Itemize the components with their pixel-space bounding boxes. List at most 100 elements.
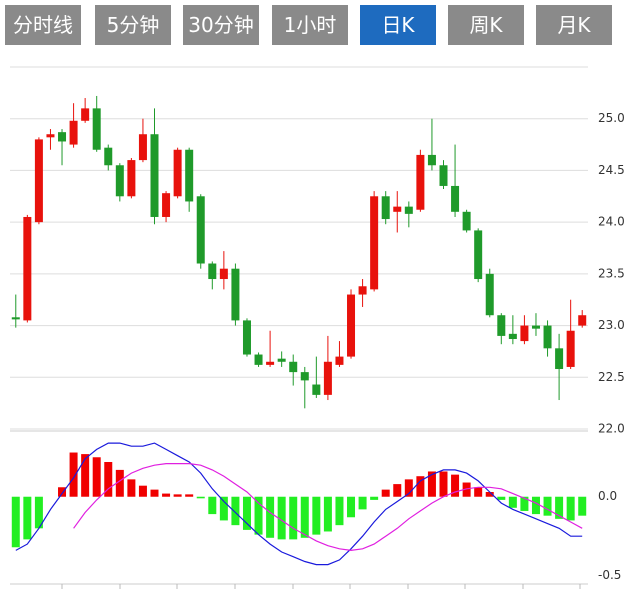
candle-body	[358, 286, 367, 295]
macd-bar	[381, 489, 390, 497]
candle-body	[381, 196, 390, 220]
candle-body	[115, 165, 124, 197]
candle-body	[162, 193, 171, 217]
macd-bar	[254, 496, 263, 535]
macd-bar	[531, 496, 540, 515]
candle-body	[427, 154, 436, 166]
macd-bar	[358, 496, 367, 510]
tab[interactable]: 30分钟	[183, 5, 259, 45]
macd-bar	[427, 471, 436, 497]
macd-bar	[196, 496, 205, 499]
macd-bar	[208, 496, 217, 515]
macd-bar	[266, 496, 275, 538]
candle-body	[555, 348, 564, 370]
candle-body	[566, 330, 575, 367]
tab[interactable]: 日K	[360, 5, 436, 45]
macd-bar	[578, 496, 587, 516]
macd-bar	[566, 496, 575, 521]
tab[interactable]: 月K	[536, 5, 612, 45]
candle-body	[254, 354, 263, 365]
macd-bar	[543, 496, 552, 516]
macd-bar	[347, 496, 356, 518]
macd-bar	[69, 452, 78, 497]
candle-body	[485, 273, 494, 316]
macd-bar	[555, 496, 564, 519]
macd-bar	[289, 496, 298, 540]
tab-bar: 分时线 5分钟 30分钟 1小时 日K 周K 月K	[0, 0, 638, 50]
macd-bar	[11, 496, 20, 548]
candle-body	[300, 372, 309, 381]
candle-body	[520, 325, 529, 342]
y-tick-label: 24.0	[598, 215, 625, 229]
candle-body	[474, 230, 483, 280]
tab[interactable]: 1小时	[272, 5, 348, 45]
macd-bar	[58, 487, 67, 497]
macd-bar	[115, 469, 124, 497]
candle-body	[370, 196, 379, 290]
candle-body	[543, 325, 552, 349]
macd-bar	[393, 484, 402, 497]
tab[interactable]: 周K	[448, 5, 524, 45]
y-tick-label: -0.5	[598, 568, 621, 582]
macd-bar	[485, 492, 494, 497]
candle-body	[312, 384, 321, 395]
y-tick-label: 24.5	[598, 163, 625, 177]
candle-body	[242, 320, 251, 355]
candle-body	[58, 132, 67, 142]
macd-line	[73, 463, 583, 552]
candle-body	[277, 358, 286, 362]
macd-bar	[104, 462, 113, 497]
candle-body	[69, 120, 78, 145]
macd-bar	[439, 471, 448, 497]
candle-body	[11, 317, 20, 320]
candle-body	[104, 147, 113, 166]
y-tick-label: 25.0	[598, 111, 625, 125]
macd-bar	[416, 476, 425, 497]
macd-bar	[300, 496, 309, 538]
y-tick-label: 23.0	[598, 318, 625, 332]
candle-body	[92, 108, 101, 150]
macd-bar	[81, 454, 90, 497]
candle-body	[219, 268, 228, 280]
y-tick-label: 22.0	[598, 422, 625, 436]
candle-body	[208, 263, 217, 280]
macd-bar	[162, 493, 171, 497]
candle-body	[231, 268, 240, 321]
candle-body	[416, 154, 425, 210]
candle-body	[34, 139, 43, 223]
tab[interactable]: 5分钟	[95, 5, 171, 45]
candle-body	[451, 185, 460, 212]
candle-body	[497, 315, 506, 336]
candle-body	[81, 108, 90, 121]
candle-body	[508, 333, 517, 340]
macd-bar	[497, 496, 506, 500]
macd-bar	[462, 482, 471, 497]
candle-body	[531, 325, 540, 329]
candle-body	[393, 206, 402, 212]
candle-body	[127, 160, 136, 197]
candle-body	[578, 315, 587, 326]
macd-bar	[242, 496, 251, 530]
candle-body	[323, 361, 332, 395]
macd-bar	[92, 457, 101, 497]
macd-bar	[335, 496, 344, 526]
candle-body	[138, 134, 147, 161]
macd-bar	[508, 496, 517, 508]
x-ticks	[61, 584, 581, 589]
y-tick-label: 0.0	[598, 489, 617, 503]
macd-bar	[127, 479, 136, 497]
candle-body	[185, 149, 194, 202]
macd-bar	[323, 496, 332, 532]
y-tick-label: 22.5	[598, 370, 625, 384]
macd-bar	[138, 485, 147, 497]
macd-bar	[312, 496, 321, 535]
candle-body	[196, 196, 205, 264]
candle-body	[150, 134, 159, 217]
macd-bar	[185, 494, 194, 497]
candle-body	[347, 294, 356, 357]
tab[interactable]: 分时线	[5, 5, 81, 45]
macd-line	[15, 442, 583, 566]
candle-body	[289, 361, 298, 373]
